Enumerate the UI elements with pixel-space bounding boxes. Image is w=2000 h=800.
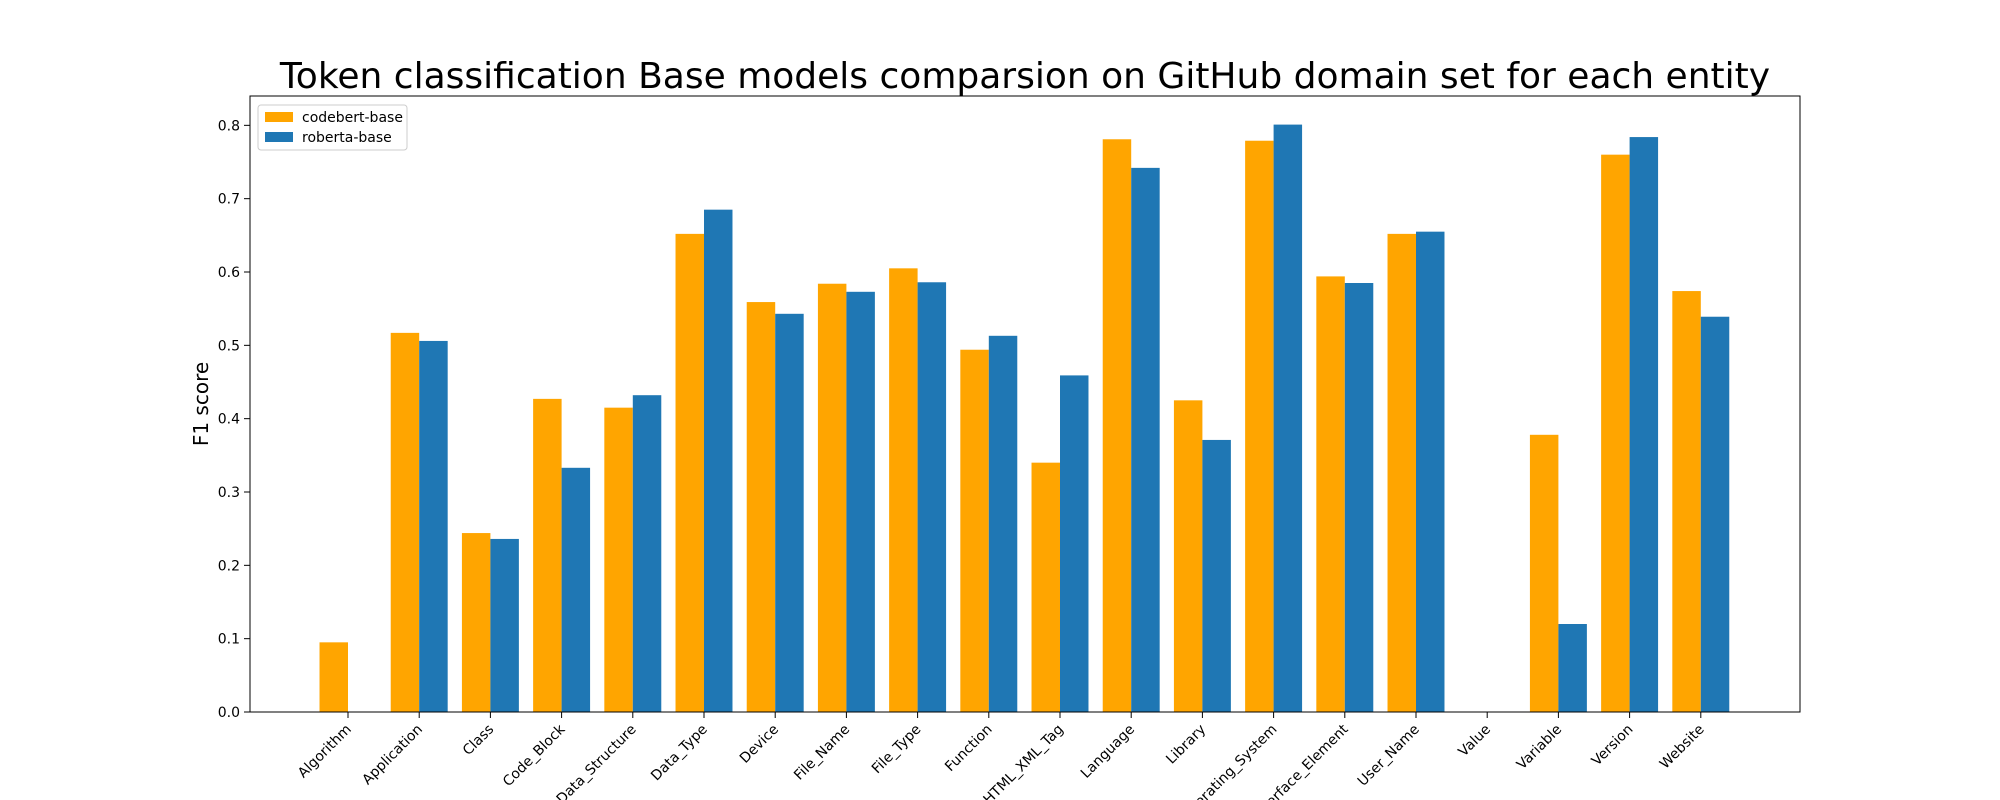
bar (632, 395, 662, 712)
bar (1273, 124, 1303, 713)
bar (1344, 283, 1374, 712)
legend-label: codebert-base (302, 110, 403, 126)
legend-swatch (265, 132, 293, 142)
bar (704, 209, 733, 712)
y-tick-label: 0.0 (218, 705, 240, 721)
bar (917, 282, 947, 712)
bar (390, 332, 420, 712)
bar (419, 340, 448, 712)
bar (1558, 624, 1587, 712)
bar (817, 283, 847, 712)
x-tick-label: Language (1078, 722, 1138, 782)
x-tick-label: Function (942, 722, 995, 775)
bar (1672, 291, 1701, 712)
bar (1416, 231, 1445, 712)
x-tick-label: Data_Type (648, 722, 711, 785)
bar (461, 533, 491, 712)
y-tick-label: 0.5 (218, 338, 240, 354)
bar (1387, 233, 1416, 712)
plot-frame (249, 95, 1801, 713)
x-tick-label: User_Name (1355, 722, 1423, 790)
x-tick-label: Version (1589, 722, 1637, 770)
y-tick-label: 0.4 (218, 412, 240, 428)
bar (1131, 167, 1160, 712)
bar (1102, 139, 1132, 712)
bar (604, 407, 633, 712)
bar (1316, 276, 1345, 712)
legend-label: roberta-base (302, 130, 392, 146)
x-tick-label: Library (1163, 722, 1209, 768)
x-tick-label: Device (737, 722, 782, 767)
y-tick-label: 0.8 (218, 118, 240, 134)
bar (675, 233, 704, 712)
y-axis-label: F1 score (189, 362, 213, 446)
y-tick-label: 0.7 (218, 192, 240, 208)
bar (490, 538, 519, 712)
x-tick-label: Class (460, 722, 497, 759)
y-tick-label: 0.2 (218, 558, 240, 574)
bar (1173, 400, 1203, 712)
bar (1060, 375, 1089, 712)
bar (889, 268, 918, 712)
bar (1245, 140, 1274, 712)
x-tick-label: Code_Block (500, 721, 569, 790)
bar (1629, 137, 1659, 713)
bar (960, 349, 989, 712)
bar (846, 291, 875, 712)
x-tick-label: Website (1657, 722, 1708, 773)
legend-box (257, 104, 408, 151)
bar (1700, 316, 1730, 712)
y-tick-label: 0.1 (218, 632, 240, 648)
x-tick-label: Value (1456, 722, 1495, 761)
x-tick-label: Application (359, 722, 426, 789)
x-tick-label: Algorithm (295, 722, 355, 782)
bar (561, 467, 591, 712)
x-tick-label: File_Type (869, 722, 925, 778)
x-tick-label: Variable (1514, 722, 1565, 773)
x-tick-label: File_Name (791, 722, 853, 784)
bar (988, 335, 1018, 712)
bar (319, 642, 348, 712)
legend-swatch (265, 112, 293, 122)
y-tick-label: 0.6 (218, 265, 240, 281)
bar (775, 313, 804, 712)
y-tick-label: 0.3 (218, 485, 240, 501)
bar (1202, 439, 1231, 712)
bar (746, 302, 776, 712)
bar (533, 398, 562, 712)
chart-title: Token classification Base models compars… (279, 56, 1770, 97)
bar (1529, 434, 1559, 712)
bar (1031, 462, 1060, 712)
bar (1601, 154, 1630, 712)
